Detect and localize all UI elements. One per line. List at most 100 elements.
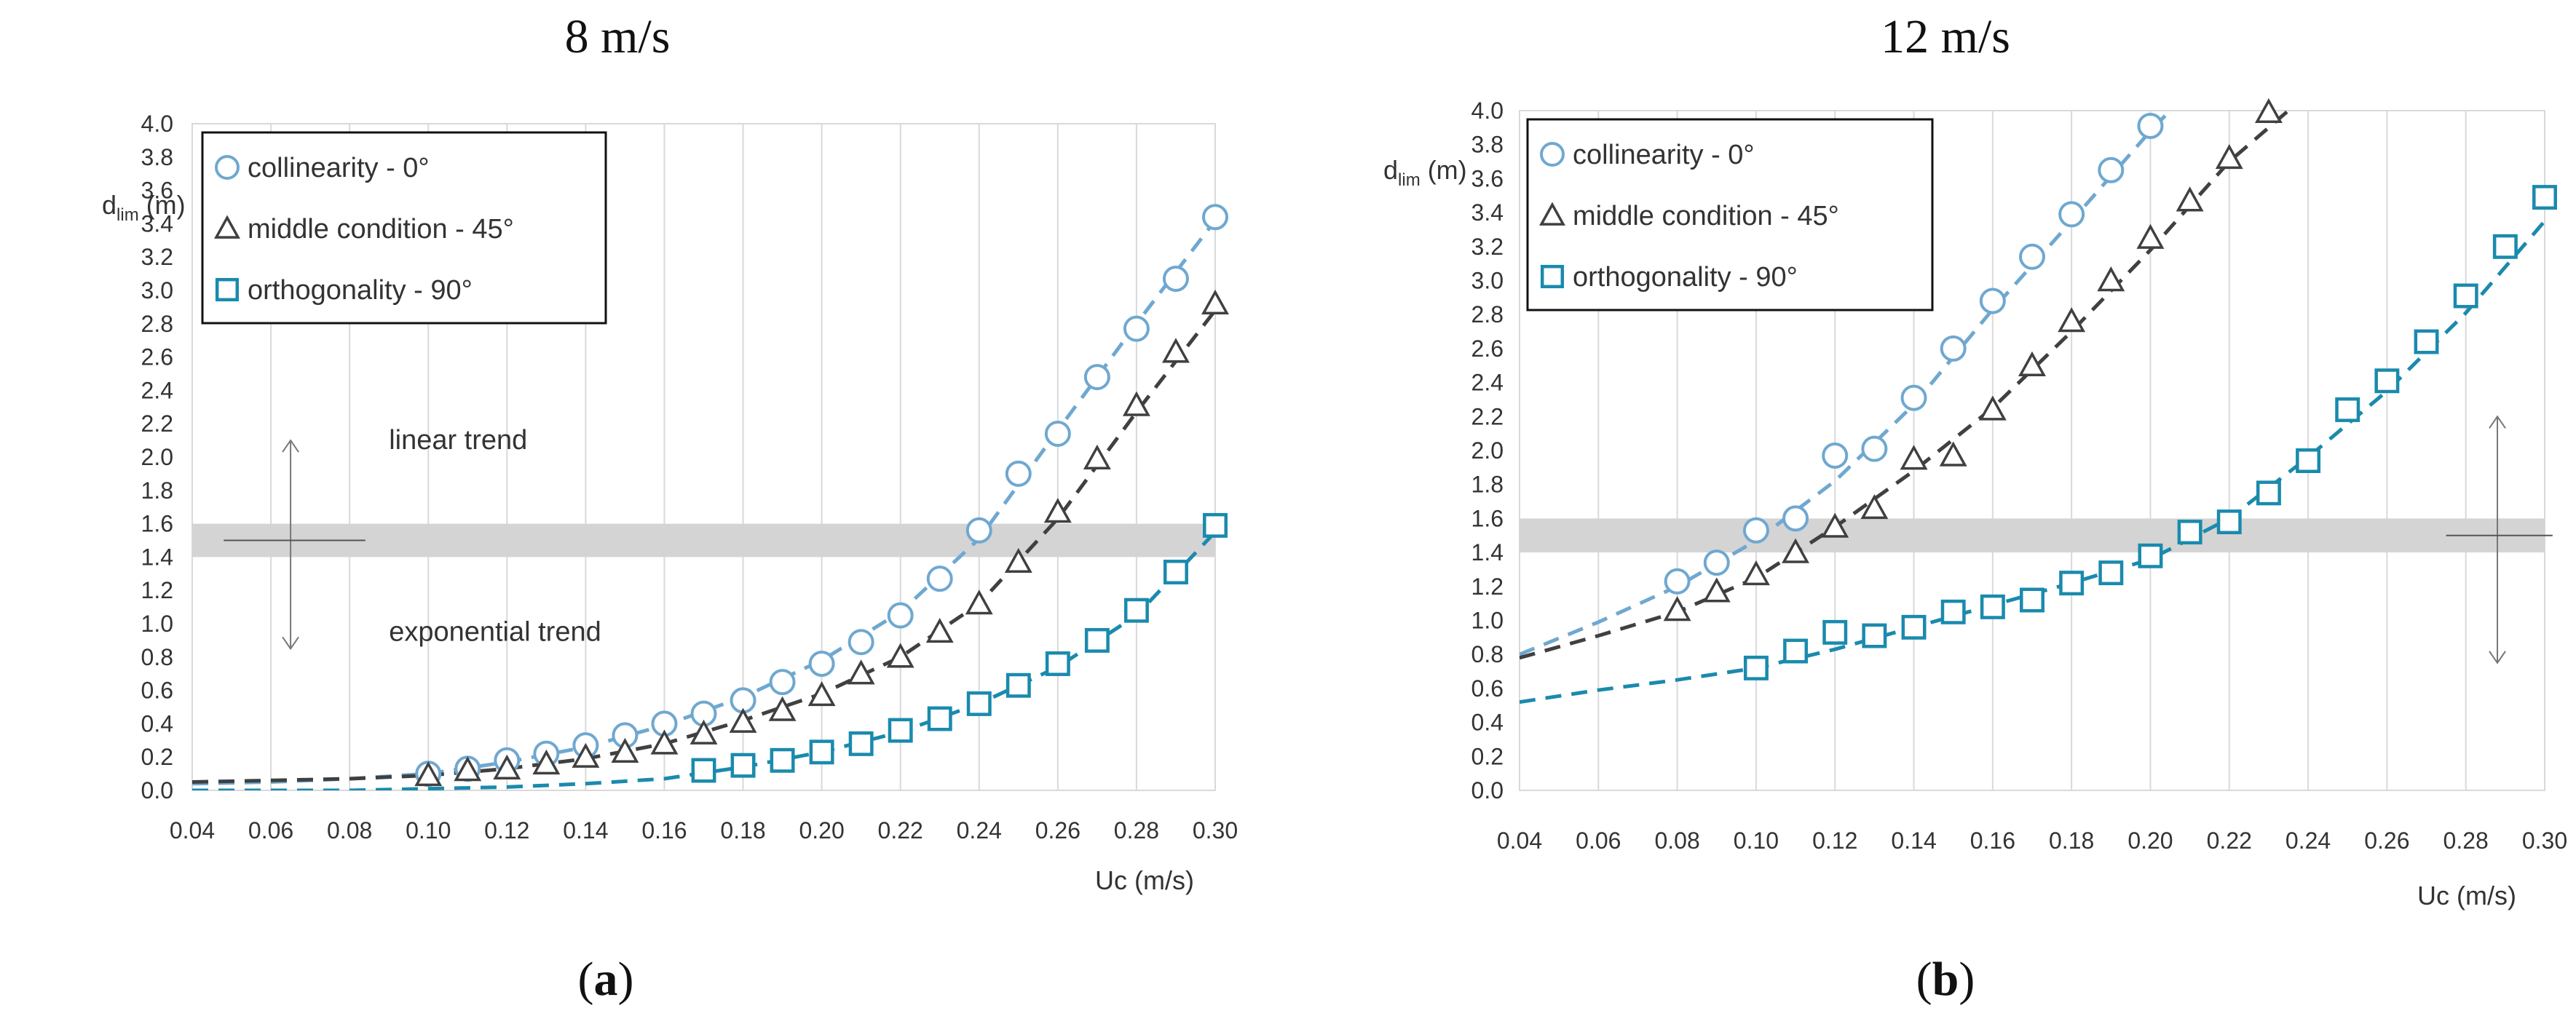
panel-a-point-middle xyxy=(690,719,718,745)
panel-b-point-orthogonality xyxy=(2177,520,2202,545)
panel-b-point-orthogonality xyxy=(2256,480,2281,506)
panel-a-x-tick-label: 0.18 xyxy=(720,817,765,844)
panel-b-point-orthogonality xyxy=(1901,614,1927,640)
panel-a-point-collinearity xyxy=(1123,315,1150,342)
panel-a-point-middle xyxy=(1161,338,1190,363)
panel-a-y-tick-label: 2.2 xyxy=(141,410,173,437)
panel-b-ylabel-unit: (m) xyxy=(1428,155,1467,185)
panel-b-point-collinearity xyxy=(1782,505,1809,532)
panel-a-x-tick-label: 0.12 xyxy=(484,817,529,844)
panel-a-arrow-head-down xyxy=(282,636,299,651)
panel-a-x-tick-label: 0.08 xyxy=(327,817,372,844)
panel-b-y-tick-label: 1.4 xyxy=(1471,539,1504,565)
panel-a-point-middle xyxy=(572,742,600,768)
panel-a-y-tick-label: 3.8 xyxy=(141,144,173,170)
panel-b-point-orthogonality xyxy=(2059,571,2085,596)
panel-a-point-orthogonality xyxy=(966,691,992,716)
panel-b-point-middle xyxy=(2254,98,2283,124)
panel-b-point-middle xyxy=(2018,351,2046,376)
panel-a-point-middle xyxy=(1201,289,1229,315)
panel-b-x-tick-label: 0.30 xyxy=(2522,827,2567,854)
panel-b-point-collinearity xyxy=(2058,201,2085,228)
panel-b-y-tick-label: 3.0 xyxy=(1471,268,1504,294)
panel-b-y-tick-label: 0.6 xyxy=(1471,675,1504,702)
panel-a-point-orthogonality xyxy=(770,747,795,773)
panel-a-point-middle xyxy=(532,749,561,775)
panel-a-x-tick-label: 0.10 xyxy=(406,817,451,844)
panel-b-x-tick-label: 0.06 xyxy=(1576,827,1621,854)
panel-b-point-middle xyxy=(1821,512,1849,538)
panel-b-point-orthogonality xyxy=(1743,655,1769,680)
panel-b-point-orthogonality xyxy=(1822,619,1848,645)
panel-a-x-tick-label: 0.22 xyxy=(878,817,923,844)
panel-b-point-orthogonality xyxy=(1862,623,1887,648)
panel-b-point-middle xyxy=(1702,577,1731,603)
panel-a-y-tick-label: 0.4 xyxy=(141,710,173,737)
panel-a-point-orthogonality xyxy=(1005,672,1031,698)
panel-b-point-middle xyxy=(2215,143,2243,170)
panel-b-point-collinearity xyxy=(1900,384,1927,411)
panel-a-point-middle xyxy=(807,681,836,707)
panel-a-x-tick-label: 0.20 xyxy=(799,817,844,844)
panel-a-x-tick-label: 0.28 xyxy=(1114,817,1159,844)
panel-b-x-tick-label: 0.14 xyxy=(1891,827,1936,854)
panel-a-point-orthogonality xyxy=(809,739,834,765)
panel-a-y-tick-label: 2.8 xyxy=(141,311,173,337)
panel-a-y-tick-label: 4.0 xyxy=(141,111,173,137)
panel-a-point-orthogonality xyxy=(1203,512,1228,538)
panel-b-y-tick-label: 2.6 xyxy=(1471,336,1504,362)
panel-a-markers xyxy=(414,204,1229,787)
panel-a-y-tick-label: 2.6 xyxy=(141,344,173,370)
panel-b-caption: (b) xyxy=(1916,953,1975,1006)
panel-a-point-collinearity xyxy=(887,602,914,629)
panel-a-point-middle xyxy=(847,659,875,685)
panel-b-x-tick-label: 0.12 xyxy=(1812,827,1857,854)
panel-a-point-middle xyxy=(1122,391,1150,416)
panel-a-point-middle xyxy=(1043,498,1072,523)
panel-b-y-tick-label: 1.0 xyxy=(1471,608,1504,634)
panel-b-point-collinearity xyxy=(2019,243,2045,270)
panel-a-point-orthogonality xyxy=(1123,598,1149,623)
panel-a-y-tick-label: 0.2 xyxy=(141,744,173,770)
panel-b-y-tick-label: 0.0 xyxy=(1471,777,1504,803)
panel-a-legend-box xyxy=(201,131,607,325)
panel-b-point-orthogonality xyxy=(2374,368,2400,394)
panel-a-caption-open: ( xyxy=(578,953,594,1006)
panel-b-point-orthogonality xyxy=(2453,283,2478,309)
panel-a-x-axis-label: Uc (m/s) xyxy=(1095,865,1194,895)
panel-a-point-orthogonality xyxy=(927,706,952,731)
panel-a-point-collinearity xyxy=(1083,364,1110,391)
panel-a-y-tick-label: 1.2 xyxy=(141,577,173,603)
panel-a-arrow-head-up xyxy=(282,439,299,453)
panel-b-y-tick-label: 0.8 xyxy=(1471,641,1504,667)
panel-b-point-orthogonality xyxy=(1940,599,1966,624)
panel-b-y-tick-label: 1.2 xyxy=(1471,573,1504,600)
panel-b-annotations xyxy=(2446,415,2553,664)
panel-b-ylabel-sub: lim xyxy=(1398,170,1421,190)
panel-a-linear-trend-label: linear trend xyxy=(389,425,527,456)
panel-a: 8 m/s linear trend exponential trend 0.0… xyxy=(102,10,1238,1006)
panel-b-point-orthogonality xyxy=(2216,509,2242,535)
panel-b-point-middle xyxy=(2136,223,2165,249)
panel-a-y-ticks: 0.0 0.2 0.4 0.6 0.8 1.0 1.2 1.4 1.6 1.8 2.0 2.2 2.4 2… xyxy=(141,111,173,803)
panel-a-grid xyxy=(191,124,1216,790)
panel-a-point-middle xyxy=(1083,444,1111,469)
panel-a-legend-label-middle: middle condition - 45° xyxy=(248,214,514,245)
panel-b-x-tick-label: 0.28 xyxy=(2443,827,2489,854)
panel-b-y-ticks: 0.0 0.2 0.4 0.6 0.8 1.0 1.2 1.4 1.6 1.8 2.0 2.2 2.4 2… xyxy=(1471,98,1504,803)
panel-b-x-tick-label: 0.18 xyxy=(2049,827,2094,854)
panel-a-y-tick-label: 3.0 xyxy=(141,277,173,303)
panel-b-x-tick-label: 0.04 xyxy=(1497,827,1542,854)
panel-b-x-tick-label: 0.22 xyxy=(2207,827,2252,854)
panel-a-point-orthogonality xyxy=(730,753,756,778)
panel-a-point-orthogonality xyxy=(1045,651,1070,676)
panel-a-x-tick-label: 0.26 xyxy=(1035,817,1080,844)
panel-b-point-orthogonality xyxy=(2138,543,2163,568)
panel-a-point-collinearity xyxy=(965,517,992,544)
panel-b-y-tick-label: 3.8 xyxy=(1471,132,1504,158)
panel-b-point-orthogonality xyxy=(1980,594,2005,619)
panel-b-point-collinearity xyxy=(1742,517,1769,544)
panel-a-y-tick-label: 0.6 xyxy=(141,678,173,704)
panel-a-point-collinearity xyxy=(848,629,874,656)
